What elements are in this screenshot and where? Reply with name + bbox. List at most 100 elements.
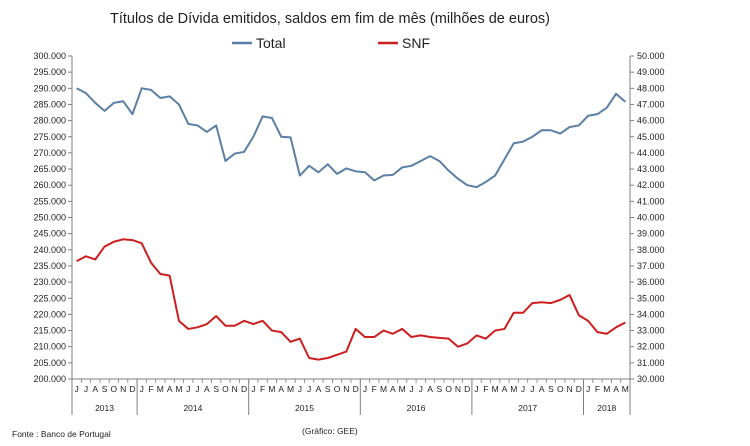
left-tick-label: 295.000: [33, 67, 66, 77]
left-tick-label: 265.000: [33, 164, 66, 174]
right-tick-label: 35.000: [637, 293, 665, 303]
data-point-total: [252, 136, 254, 138]
data-point-snf: [569, 294, 571, 296]
data-point-total: [308, 165, 310, 167]
source-note: Fonte : Banco de Portugal: [12, 429, 111, 439]
left-tick-label: 300.000: [33, 51, 66, 61]
data-point-total: [327, 163, 329, 165]
month-label: J: [195, 384, 199, 394]
data-point-total: [243, 151, 245, 153]
data-point-total: [559, 133, 561, 135]
data-point-total: [448, 170, 450, 172]
month-label: M: [157, 384, 164, 394]
month-label: N: [120, 384, 126, 394]
legend-total-label: Total: [256, 35, 286, 51]
data-point-total: [364, 171, 366, 173]
data-point-snf: [206, 323, 208, 325]
right-tick-label: 48.000: [637, 83, 665, 93]
month-label: A: [613, 384, 619, 394]
month-label: J: [586, 384, 590, 394]
data-point-total: [578, 124, 580, 126]
month-label: M: [510, 384, 517, 394]
data-point-total: [457, 178, 459, 180]
data-point-total: [410, 165, 412, 167]
data-point-snf: [606, 333, 608, 335]
year-label: 2015: [295, 403, 314, 413]
data-point-total: [178, 103, 180, 105]
month-label: O: [445, 384, 452, 394]
right-tick-label: 47.000: [637, 99, 665, 109]
data-point-snf: [243, 320, 245, 322]
data-point-snf: [131, 239, 133, 241]
data-point-snf: [234, 325, 236, 327]
right-tick-label: 40.000: [637, 213, 665, 223]
data-point-snf: [578, 314, 580, 316]
series-line-total: [76, 87, 627, 189]
month-label: J: [474, 384, 478, 394]
right-tick-label: 30.000: [637, 374, 665, 384]
month-label: M: [603, 384, 610, 394]
right-tick-label: 42.000: [637, 180, 665, 190]
month-label: A: [502, 384, 508, 394]
data-point-total: [131, 113, 133, 115]
month-label: M: [622, 384, 629, 394]
data-point-total: [429, 155, 431, 157]
data-point-snf: [104, 246, 106, 248]
right-tick-label: 49.000: [637, 67, 665, 77]
data-point-snf: [457, 346, 459, 348]
data-point-total: [522, 141, 524, 143]
data-point-snf: [373, 336, 375, 338]
data-point-total: [94, 102, 96, 104]
data-point-snf: [410, 336, 412, 338]
data-point-total: [550, 129, 552, 131]
right-tick-label: 33.000: [637, 326, 665, 336]
month-label: N: [232, 384, 238, 394]
year-label: 2018: [597, 403, 616, 413]
data-point-total: [587, 115, 589, 117]
chart-title: Títulos de Dívida emitidos, saldos em fi…: [110, 11, 550, 27]
data-point-total: [438, 160, 440, 162]
data-point-snf: [122, 238, 124, 240]
month-label: F: [483, 384, 488, 394]
data-point-total: [113, 102, 115, 104]
data-point-snf: [215, 315, 217, 317]
data-point-snf: [420, 334, 422, 336]
left-tick-label: 230.000: [33, 277, 66, 287]
data-point-snf: [401, 328, 403, 330]
month-label: D: [576, 384, 582, 394]
data-point-snf: [252, 323, 254, 325]
data-point-snf: [503, 328, 505, 330]
data-point-total: [215, 124, 217, 126]
left-axis-ticks: 200.000 205.000 210.000 215.000 220.000 225.0…: [33, 51, 72, 384]
data-point-total: [317, 171, 319, 173]
left-tick-label: 280.000: [33, 116, 66, 126]
data-point-total: [615, 93, 617, 95]
data-point-snf: [476, 334, 478, 336]
month-label: O: [334, 384, 341, 394]
month-label: J: [307, 384, 311, 394]
data-point-snf: [559, 299, 561, 301]
series-total: [76, 87, 627, 189]
right-tick-label: 41.000: [637, 196, 665, 206]
left-tick-label: 255.000: [33, 196, 66, 206]
data-point-snf: [85, 255, 87, 257]
data-point-total: [466, 184, 468, 186]
data-point-snf: [522, 312, 524, 314]
data-point-total: [169, 95, 171, 97]
data-point-total: [401, 166, 403, 168]
data-point-snf: [178, 320, 180, 322]
year-label: 2013: [95, 403, 114, 413]
data-point-total: [197, 124, 199, 126]
month-label: A: [167, 384, 173, 394]
month-label: J: [530, 384, 534, 394]
month-label: O: [111, 384, 118, 394]
month-label: J: [75, 384, 79, 394]
data-point-snf: [271, 330, 273, 332]
month-label: M: [287, 384, 294, 394]
series-snf: [76, 238, 626, 361]
data-point-snf: [224, 325, 226, 327]
data-point-snf: [290, 341, 292, 343]
left-tick-label: 250.000: [33, 213, 66, 223]
left-tick-label: 275.000: [33, 132, 66, 142]
